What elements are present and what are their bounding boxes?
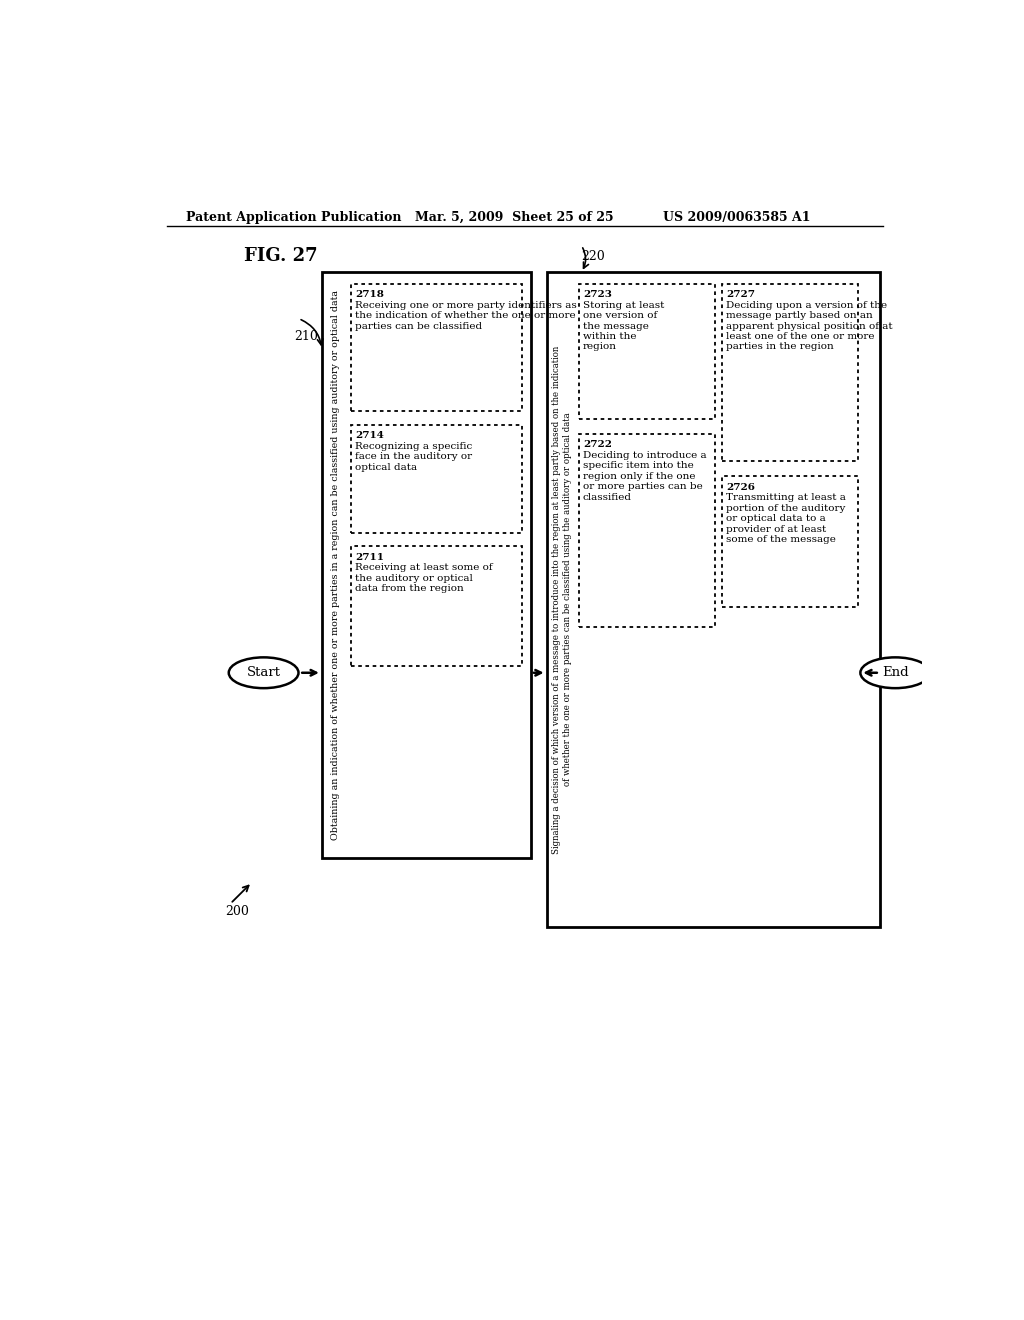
Ellipse shape [228, 657, 299, 688]
Text: Deciding upon a version of the
message partly based on an
apparent physical posi: Deciding upon a version of the message p… [726, 301, 893, 351]
Bar [579, 434, 715, 627]
Text: 210: 210 [294, 330, 317, 343]
Bar [351, 425, 521, 533]
Text: Patent Application Publication: Patent Application Publication [186, 211, 401, 224]
Bar [351, 546, 521, 665]
Text: Deciding to introduce a
specific item into the
region only if the one
or more pa: Deciding to introduce a specific item in… [583, 451, 707, 502]
Text: US 2009/0063585 A1: US 2009/0063585 A1 [663, 211, 810, 224]
Text: End: End [882, 667, 908, 680]
Text: Mar. 5, 2009  Sheet 25 of 25: Mar. 5, 2009 Sheet 25 of 25 [415, 211, 613, 224]
Bar [322, 272, 531, 858]
Text: 2722: 2722 [583, 441, 612, 449]
Bar [722, 477, 858, 607]
Text: 2714: 2714 [355, 430, 384, 440]
Bar [722, 284, 858, 461]
Text: 2718: 2718 [355, 290, 384, 300]
Text: 2727: 2727 [726, 290, 756, 300]
Text: Storing at least
one version of
the message
within the
region: Storing at least one version of the mess… [583, 301, 665, 351]
Bar [351, 284, 521, 411]
Ellipse shape [860, 657, 930, 688]
Bar [547, 272, 880, 927]
Text: Obtaining an indication of whether one or more parties in a region can be classi: Obtaining an indication of whether one o… [331, 290, 340, 840]
Text: Transmitting at least a
portion of the auditory
or optical data to a
provider of: Transmitting at least a portion of the a… [726, 494, 846, 544]
Text: FIG. 27: FIG. 27 [245, 247, 317, 265]
Text: Start: Start [247, 667, 281, 680]
Text: Receiving one or more party identifiers as
the indication of whether the one or : Receiving one or more party identifiers … [355, 301, 577, 330]
Text: 2723: 2723 [583, 290, 611, 300]
Text: Signaling a decision of which version of a message to introduce into the region : Signaling a decision of which version of… [552, 346, 571, 854]
Text: 220: 220 [582, 249, 605, 263]
Text: 200: 200 [225, 906, 249, 919]
Bar [579, 284, 715, 418]
Text: Recognizing a specific
face in the auditory or
optical data: Recognizing a specific face in the audit… [355, 442, 472, 471]
Text: Receiving at least some of
the auditory or optical
data from the region: Receiving at least some of the auditory … [355, 564, 493, 593]
Text: 2711: 2711 [355, 553, 384, 561]
Text: 2726: 2726 [726, 483, 756, 491]
